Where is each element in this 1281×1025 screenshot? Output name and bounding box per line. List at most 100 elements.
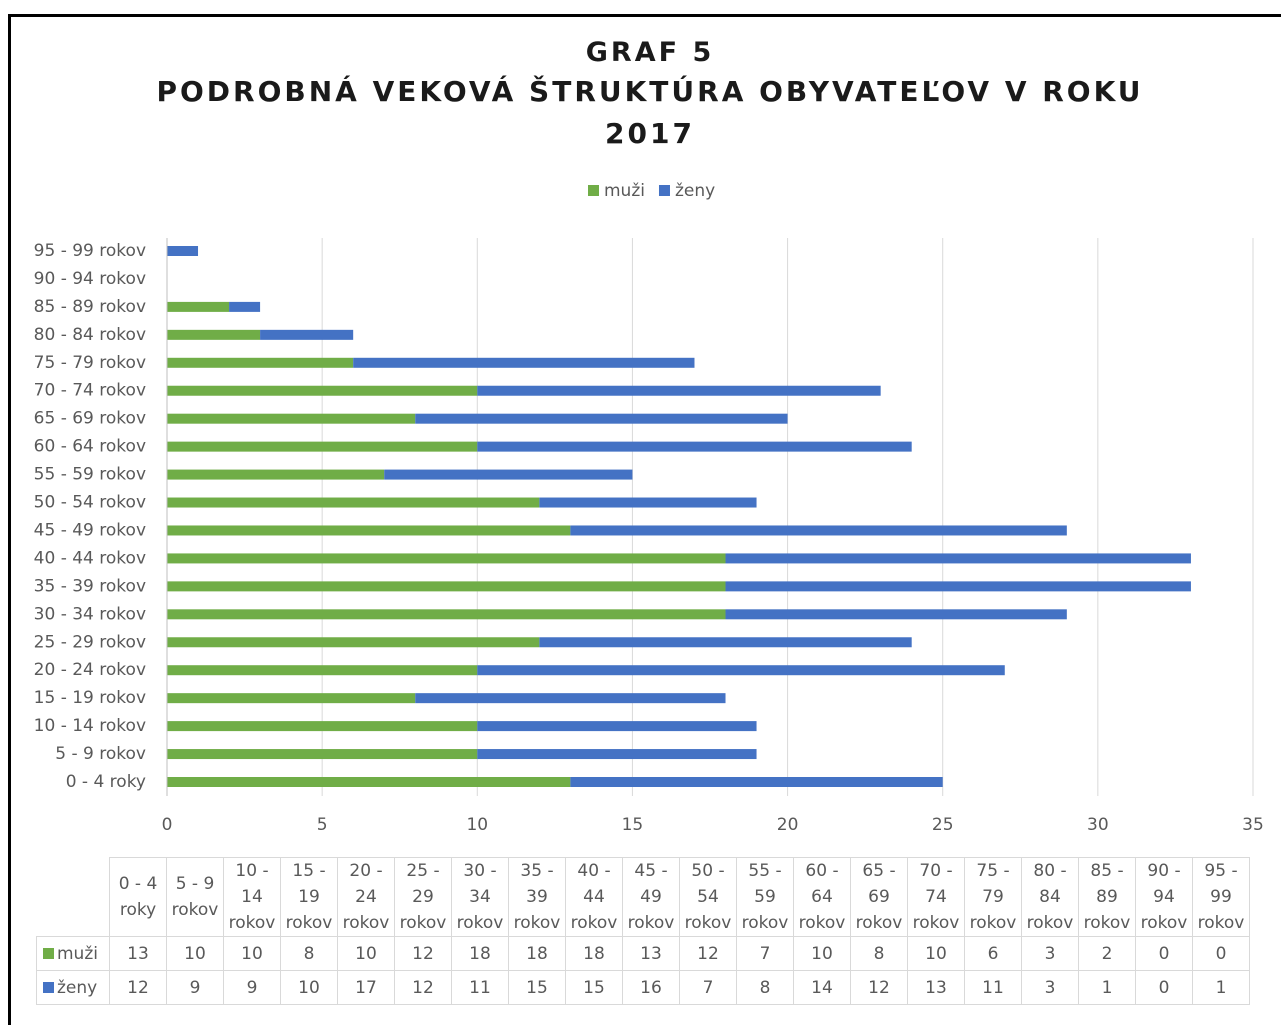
- table-header-cell: 80 - 84 rokov: [1021, 857, 1079, 937]
- table-cell: 12: [394, 936, 452, 971]
- y-tick-label: 15 - 19 rokov: [34, 688, 146, 708]
- table-header-cell: 75 - 79 rokov: [964, 857, 1022, 937]
- bar: [167, 469, 385, 480]
- table-cell: 7: [736, 936, 794, 971]
- table-cell: 10: [280, 970, 338, 1005]
- table-cell: 2: [1078, 936, 1136, 971]
- table-cell: 7: [679, 970, 737, 1005]
- table-header-cell: 50 - 54 rokov: [679, 857, 737, 937]
- table-cell: 10: [793, 936, 851, 971]
- bar: [167, 665, 478, 676]
- bar: [229, 301, 261, 312]
- bar: [167, 693, 416, 704]
- table-cell: 18: [451, 936, 509, 971]
- y-tick-label: 55 - 59 rokov: [34, 465, 146, 485]
- table-header-row: 0 - 4 roky 5 - 9 rokov 10 - 14 rokov 15 - 1…: [36, 857, 1250, 937]
- table-header-cell: 15 - 19 rokov: [280, 857, 338, 937]
- bar: [477, 385, 881, 396]
- table-cell: 17: [337, 970, 395, 1005]
- table-cell: 13: [907, 970, 965, 1005]
- y-tick-label: 0 - 4 roky: [66, 772, 146, 792]
- table-cell: 12: [109, 970, 167, 1005]
- legend-label: muži: [604, 181, 645, 201]
- y-tick-label: 45 - 49 rokov: [34, 520, 146, 540]
- bar: [167, 553, 726, 564]
- x-tick-label: 20: [777, 815, 799, 835]
- table-series-name: muži: [57, 943, 98, 964]
- bar: [353, 357, 695, 368]
- bar: [167, 497, 540, 508]
- bar: [477, 665, 1005, 676]
- table-key: ženy: [36, 970, 110, 1005]
- table-cell: 10: [337, 936, 395, 971]
- bar: [167, 525, 571, 536]
- table-corner: [36, 857, 110, 937]
- bar: [725, 581, 1191, 592]
- x-tick-label: 10: [466, 815, 488, 835]
- y-tick-label: 20 - 24 rokov: [34, 660, 146, 680]
- bar: [570, 525, 1067, 536]
- table-header-cell: 35 - 39 rokov: [508, 857, 566, 937]
- table-key: muži: [36, 936, 110, 971]
- table-header-cell: 60 - 64 rokov: [793, 857, 851, 937]
- y-tick-label: 35 - 39 rokov: [34, 576, 146, 596]
- legend-label: ženy: [675, 181, 715, 201]
- table-header-cell: 5 - 9 rokov: [166, 857, 224, 937]
- table-cell: 14: [793, 970, 851, 1005]
- table-swatch: [43, 981, 54, 993]
- bar: [167, 357, 354, 368]
- bar: [384, 469, 633, 480]
- table-cell: 0: [1135, 970, 1193, 1005]
- y-tick-label: 85 - 89 rokov: [34, 297, 146, 317]
- table-cell: 15: [565, 970, 623, 1005]
- table-cell: 11: [964, 970, 1022, 1005]
- bar: [477, 441, 912, 452]
- x-tick-label: 5: [317, 815, 328, 835]
- bar: [167, 609, 726, 620]
- table-cell: 12: [679, 936, 737, 971]
- table-header-cell: 90 - 94 rokov: [1135, 857, 1193, 937]
- table-header-cell: 45 - 49 rokov: [622, 857, 680, 937]
- table-cell: 18: [508, 936, 566, 971]
- table-cell: 8: [736, 970, 794, 1005]
- x-tick-label: 15: [622, 815, 644, 835]
- legend-swatch: [658, 185, 670, 196]
- table-cell: 16: [622, 970, 680, 1005]
- table-cell: 15: [508, 970, 566, 1005]
- bar: [570, 777, 943, 787]
- table-cell: 13: [109, 936, 167, 971]
- table-swatch: [43, 947, 54, 959]
- table-cell: 18: [565, 936, 623, 971]
- table-header-cell: 30 - 34 rokov: [451, 857, 509, 937]
- table-header-cell: 40 - 44 rokov: [565, 857, 623, 937]
- table-cell: 3: [1021, 936, 1079, 971]
- y-tick-label: 70 - 74 rokov: [34, 381, 146, 401]
- table-cell: 9: [223, 970, 281, 1005]
- table-row: ženy 12 9 9 10 17 12 11 15 15 16 7 8 14 12 13 11 3 1 0 1: [36, 970, 1250, 1005]
- table-cell: 12: [850, 970, 908, 1005]
- bar: [725, 609, 1067, 620]
- table-header-cell: 70 - 74 rokov: [907, 857, 965, 937]
- bar: [167, 749, 478, 760]
- table-cell: 0: [1135, 936, 1193, 971]
- bar: [725, 553, 1191, 564]
- y-tick-label: 60 - 64 rokov: [34, 437, 146, 457]
- table-header-cell: 65 - 69 rokov: [850, 857, 908, 937]
- bar: [167, 637, 540, 648]
- table-cell: 8: [280, 936, 338, 971]
- y-tick-label: 95 - 99 rokov: [34, 241, 146, 261]
- y-tick-label: 75 - 79 rokov: [34, 353, 146, 373]
- y-tick-label: 5 - 9 rokov: [55, 744, 146, 764]
- table-header-cell: 25 - 29 rokov: [394, 857, 452, 937]
- bar: [477, 749, 757, 760]
- table-header-cell: 85 - 89 rokov: [1078, 857, 1136, 937]
- table-cell: 13: [622, 936, 680, 971]
- bar: [167, 777, 571, 787]
- table-cell: 8: [850, 936, 908, 971]
- bar: [415, 413, 788, 424]
- chart-title: GRAF 5: [585, 37, 715, 68]
- table-header-cell: 20 - 24 rokov: [337, 857, 395, 937]
- bar: [167, 721, 478, 732]
